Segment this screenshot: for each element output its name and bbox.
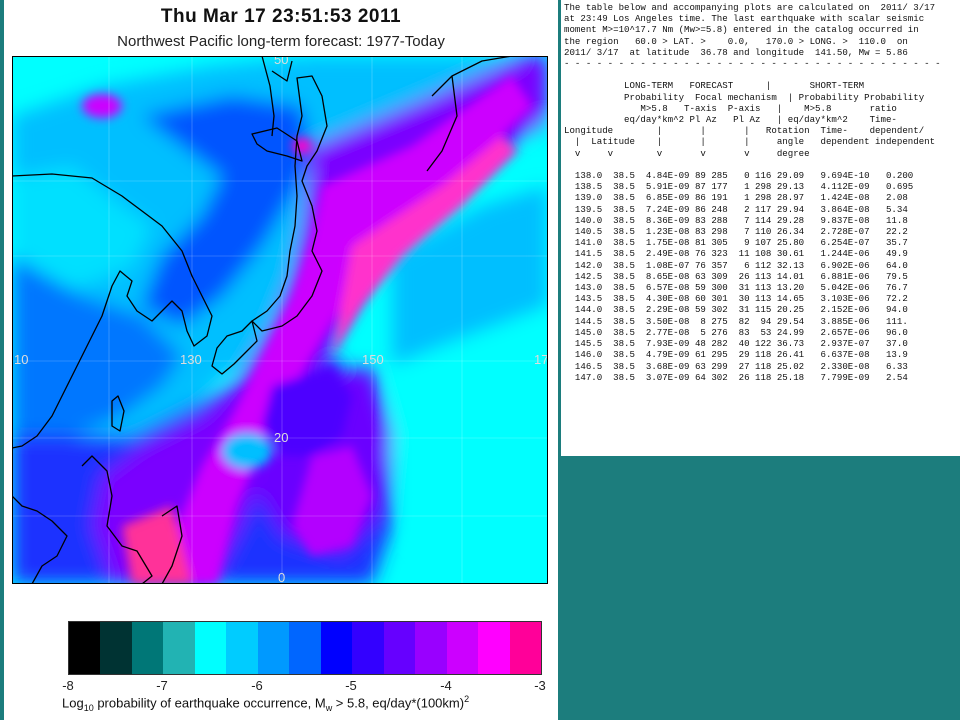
table-row: 141.0 38.5 1.75E-08 81 305 9 107 25.80 6… bbox=[574, 237, 908, 249]
table-row: 147.0 38.5 3.07E-09 64 302 26 118 25.18 … bbox=[574, 371, 908, 383]
colorbar-swatch bbox=[509, 622, 542, 674]
timestamp-title: Thu Mar 17 23:51:53 2011 bbox=[160, 6, 402, 27]
table-row: 140.0 38.5 8.36E-09 83 288 7 114 29.28 9… bbox=[574, 214, 908, 226]
colorbar bbox=[68, 621, 542, 675]
table-row: 142.0 38.5 1.08E-07 76 357 6 112 32.13 6… bbox=[574, 259, 908, 271]
table-header-line: Longitude | | | Rotation Time- dependent… bbox=[564, 125, 925, 137]
grid-lines bbox=[12, 56, 548, 584]
colorbar-tick: -8 bbox=[62, 678, 74, 693]
table-row: 141.5 38.5 2.49E-08 76 323 11 108 30.61 … bbox=[574, 248, 908, 260]
table-intro-line: The table below and accompanying plots a… bbox=[564, 2, 936, 13]
table-row: 146.5 38.5 3.68E-09 63 299 27 118 25.02 … bbox=[574, 360, 908, 372]
table-header-line: Probability Focal mechanism | Probabilit… bbox=[624, 91, 925, 103]
table-separator: - - - - - - - - - - - - - - - - - - - - … bbox=[564, 58, 941, 70]
colorbar-swatch bbox=[289, 622, 321, 674]
colorbar-swatch bbox=[352, 622, 384, 674]
grid-labels: 10 130 150 17 20 0 50 bbox=[14, 56, 548, 584]
colorbar-tick: -7 bbox=[156, 678, 168, 693]
table-header-line: | Latitude | | | angle dependent indepen… bbox=[574, 136, 936, 148]
table-row: 139.0 38.5 6.85E-09 86 191 1 298 28.97 1… bbox=[574, 192, 908, 204]
colorbar-swatch bbox=[383, 622, 416, 674]
lon-label-130: 130 bbox=[180, 352, 202, 367]
table-intro-line: at 23:49 Los Angeles time. The last eart… bbox=[564, 13, 925, 25]
lat-label-0: 0 bbox=[278, 570, 285, 584]
colorbar-swatch bbox=[257, 622, 290, 674]
table-header-line: M>5.8 T-axis P-axis | M>5.8 ratio bbox=[640, 102, 897, 114]
colorbar-tick: -3 bbox=[534, 678, 546, 693]
colorbar-swatch bbox=[194, 622, 227, 674]
colorbar-swatch bbox=[131, 622, 164, 674]
table-row: 145.0 38.5 2.77E-08 5 276 83 53 24.99 2.… bbox=[574, 326, 908, 338]
table-header-line: LONG-TERM FORECAST | SHORT-TERM bbox=[624, 80, 865, 92]
table-header-line: v v v v v degree bbox=[574, 147, 810, 159]
lat-label-20: 20 bbox=[274, 430, 288, 445]
coastlines bbox=[12, 56, 513, 584]
colorbar-tick: -4 bbox=[440, 678, 452, 693]
forecast-map-panel: Thu Mar 17 23:51:53 2011 Northwest Pacif… bbox=[4, 0, 558, 720]
table-row: 144.5 38.5 3.50E-08 8 275 82 94 29.54 3.… bbox=[574, 315, 908, 327]
colorbar-swatch bbox=[69, 622, 101, 674]
table-row: 143.0 38.5 6.57E-08 59 300 31 113 13.20 … bbox=[574, 282, 908, 294]
table-row: 138.0 38.5 4.84E-09 89 285 0 116 29.09 9… bbox=[574, 170, 914, 182]
lon-label-150: 150 bbox=[362, 352, 384, 367]
colorbar-swatch bbox=[478, 622, 510, 674]
high-probability-band bbox=[82, 76, 532, 584]
table-intro-line: 2011/ 3/17 at latitude 36.78 and longitu… bbox=[564, 46, 908, 58]
colorbar-swatch bbox=[163, 622, 195, 674]
table-row: 140.5 38.5 1.23E-08 83 298 7 110 26.34 2… bbox=[574, 226, 908, 238]
lon-label-right: 17 bbox=[534, 352, 548, 367]
table-row: 146.0 38.5 4.79E-09 61 295 29 118 26.41 … bbox=[574, 349, 908, 361]
colorbar-swatch bbox=[226, 622, 258, 674]
colorbar-tick: -6 bbox=[251, 678, 263, 693]
table-row: 139.5 38.5 7.24E-09 86 248 2 117 29.94 3… bbox=[574, 203, 908, 215]
colorbar-caption: Log10 probability of earthquake occurren… bbox=[62, 694, 470, 713]
colorbar-swatch bbox=[100, 622, 132, 674]
table-row: 138.5 38.5 5.91E-09 87 177 1 298 29.13 4… bbox=[574, 181, 914, 193]
table-intro-line: the region 60.0 > LAT. > 0.0, 170.0 > LO… bbox=[564, 35, 908, 47]
table-row: 143.5 38.5 4.30E-08 60 301 30 113 14.65 … bbox=[574, 293, 908, 305]
table-header-line: eq/day*km^2 Pl Az Pl Az | eq/day*km^2 Ti… bbox=[624, 114, 897, 126]
colorbar-swatch bbox=[446, 622, 479, 674]
forecast-subtitle: Northwest Pacific long-term forecast: 19… bbox=[117, 33, 445, 50]
forecast-table-text: The table below and accompanying plots a… bbox=[564, 2, 941, 383]
lon-label-left: 10 bbox=[14, 352, 28, 367]
table-row: 145.5 38.5 7.93E-09 48 282 40 122 36.73 … bbox=[574, 338, 908, 350]
colorbar-tick: -5 bbox=[345, 678, 357, 693]
colorbar-swatch bbox=[415, 622, 447, 674]
table-row: 144.0 38.5 2.29E-08 59 302 31 115 20.25 … bbox=[574, 304, 908, 316]
forecast-map: 10 130 150 17 20 0 50 bbox=[12, 56, 548, 584]
table-intro-line: moment M>=10^17.7 Nm (Mw>=5.8) entered i… bbox=[564, 24, 919, 36]
forecast-table-panel: The table below and accompanying plots a… bbox=[561, 0, 960, 456]
colorbar-swatch bbox=[320, 622, 353, 674]
top-label-50: 50 bbox=[274, 56, 288, 67]
table-row: 142.5 38.5 8.65E-08 63 309 26 113 14.01 … bbox=[574, 270, 908, 282]
